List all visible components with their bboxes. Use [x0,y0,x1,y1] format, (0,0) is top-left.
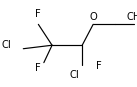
Text: Cl: Cl [69,70,79,80]
Text: F: F [35,9,41,19]
Text: O: O [89,12,97,22]
Text: Cl: Cl [2,40,12,50]
Text: F: F [96,61,102,71]
Text: CH₃: CH₃ [126,12,137,22]
Text: F: F [35,63,41,73]
